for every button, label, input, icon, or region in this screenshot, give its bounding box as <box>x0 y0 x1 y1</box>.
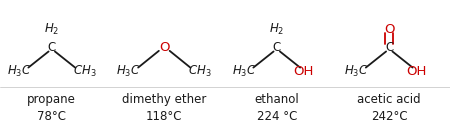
Text: dimethy ether: dimethy ether <box>122 93 207 106</box>
Text: $H_2$: $H_2$ <box>269 22 284 37</box>
Text: $H_3C$: $H_3C$ <box>232 64 256 79</box>
Text: propane: propane <box>27 93 76 106</box>
Text: 242°C: 242°C <box>371 110 408 123</box>
Text: $H_2$: $H_2$ <box>44 22 59 37</box>
Text: 78°C: 78°C <box>37 110 66 123</box>
Text: OH: OH <box>293 65 314 78</box>
Text: O: O <box>159 41 170 54</box>
Text: acetic acid: acetic acid <box>357 93 421 106</box>
Text: C: C <box>385 41 393 54</box>
Text: 224 °C: 224 °C <box>256 110 297 123</box>
Text: OH: OH <box>406 65 427 78</box>
Text: $H_3C$: $H_3C$ <box>7 64 31 79</box>
Text: C: C <box>273 41 281 54</box>
Text: ethanol: ethanol <box>254 93 299 106</box>
Text: $H_3C$: $H_3C$ <box>344 64 369 79</box>
Text: C: C <box>48 41 56 54</box>
Text: $H_3C$: $H_3C$ <box>116 64 140 79</box>
Text: O: O <box>384 23 395 36</box>
Text: $CH_3$: $CH_3$ <box>189 64 212 79</box>
Text: $CH_3$: $CH_3$ <box>73 64 96 79</box>
Text: 118°C: 118°C <box>146 110 183 123</box>
